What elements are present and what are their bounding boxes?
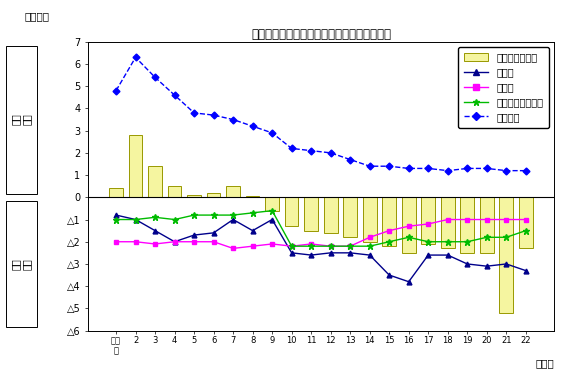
Bar [226, 186, 240, 197]
Bar [246, 196, 260, 197]
Bar [519, 197, 533, 249]
Bar [109, 188, 123, 197]
Bar [344, 197, 357, 237]
Text: （年）: （年） [535, 359, 554, 369]
Bar [265, 197, 279, 211]
Bar [168, 186, 181, 197]
Text: 転入
超過: 転入 超過 [10, 114, 32, 125]
Bar [382, 197, 396, 246]
Bar [421, 197, 435, 244]
Bar [441, 197, 454, 249]
Bar [402, 197, 416, 253]
Bar [187, 195, 201, 197]
Bar [148, 166, 162, 197]
Legend: 合計（日本人）, 職業上, 学業上, 結婚・離婚・縁組, 住宅事情: 合計（日本人）, 職業上, 学業上, 結婚・離婚・縁組, 住宅事情 [458, 47, 549, 128]
Bar [129, 135, 143, 197]
Bar [363, 197, 377, 242]
Bar [461, 197, 474, 253]
Text: （千人）: （千人） [24, 11, 49, 21]
Bar [499, 197, 513, 313]
Bar [207, 193, 220, 197]
Title: 主な移動理由別転入転出差の推移（日本人）: 主な移動理由別転入転出差の推移（日本人） [251, 28, 391, 41]
Bar [304, 197, 318, 231]
Bar [480, 197, 494, 253]
Text: 転出
超過: 転出 超過 [10, 258, 32, 270]
Bar [285, 197, 298, 226]
Bar [324, 197, 337, 233]
